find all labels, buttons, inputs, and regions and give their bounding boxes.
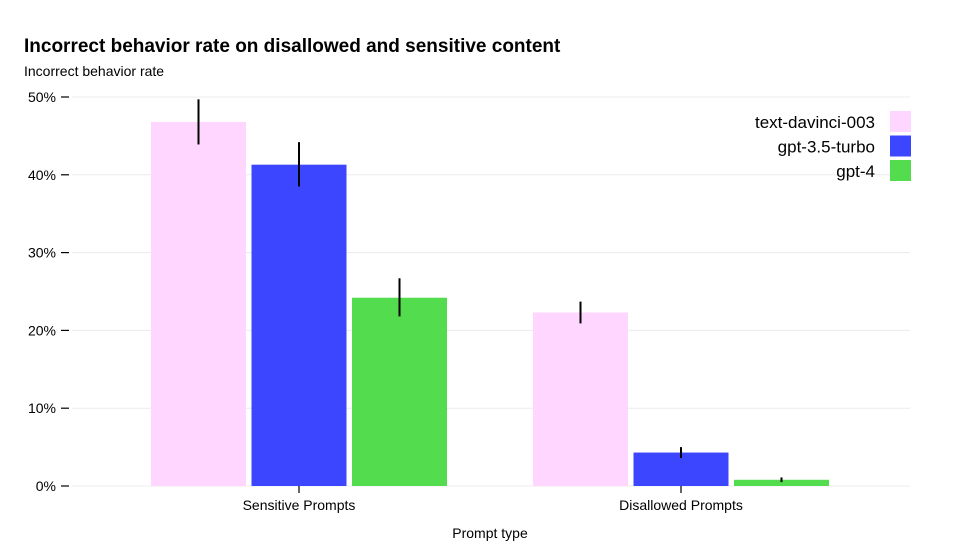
- legend-label-gpt-4: gpt-4: [836, 162, 875, 181]
- y-tick-label: 50%: [28, 89, 56, 105]
- y-tick-label: 20%: [28, 322, 56, 338]
- legend-swatch-gpt-4: [890, 160, 911, 181]
- error-bars: [197, 99, 783, 483]
- bar-gpt-3.5-turbo-1: [633, 452, 729, 486]
- x-axis: Sensitive Prompts Disallowed Prompts: [243, 486, 743, 513]
- y-axis-label: Incorrect behavior rate: [24, 63, 164, 79]
- bar-text-davinci-003-0: [151, 121, 246, 487]
- x-axis-label: Prompt type: [452, 525, 528, 541]
- y-tick-label: 0%: [36, 478, 56, 494]
- y-axis: 0% 10% 20% 30% 40% 50%: [28, 89, 69, 494]
- bars: [151, 121, 829, 487]
- legend-label-gpt-3.5-turbo: gpt-3.5-turbo: [778, 138, 875, 157]
- y-tick-label: 30%: [28, 245, 56, 261]
- x-tick-label: Disallowed Prompts: [619, 497, 743, 513]
- legend-swatch-gpt-3.5-turbo: [890, 135, 911, 157]
- bar-gpt-4-0: [352, 297, 447, 486]
- chart-title: Incorrect behavior rate on disallowed an…: [24, 36, 561, 57]
- bar-text-davinci-003-1: [533, 312, 628, 486]
- legend-label-text-davinci-003: text-davinci-003: [755, 113, 875, 132]
- y-tick-label: 10%: [28, 400, 56, 416]
- x-tick-label: Sensitive Prompts: [243, 497, 356, 513]
- legend-swatch-text-davinci-003: [890, 111, 911, 132]
- bar-gpt-4-1: [734, 479, 829, 486]
- bar-gpt-3.5-turbo-0: [251, 164, 347, 486]
- legend: text-davinci-003 gpt-3.5-turbo gpt-4: [755, 111, 911, 181]
- y-tick-label: 40%: [28, 167, 56, 183]
